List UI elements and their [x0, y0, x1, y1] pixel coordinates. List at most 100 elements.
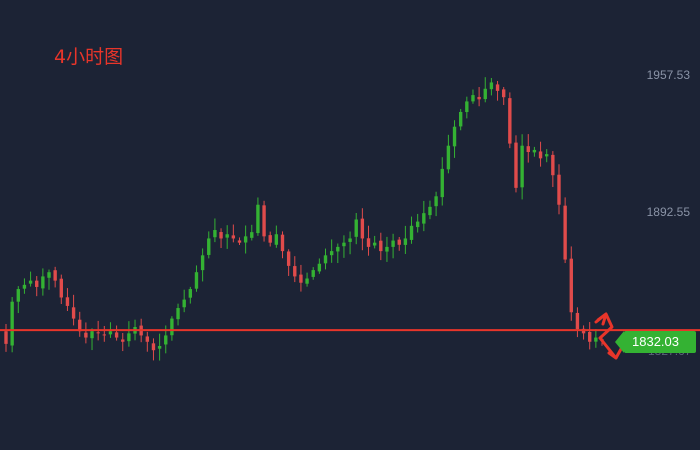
candle-body [502, 89, 506, 98]
candle-body [360, 218, 365, 239]
candle-body [53, 270, 57, 281]
candle-body [415, 221, 420, 228]
candle-body [170, 318, 174, 336]
candle-body [84, 332, 88, 338]
candle-body [194, 272, 199, 289]
candle-body [311, 270, 315, 277]
candle-body [594, 337, 598, 342]
candle-body [323, 255, 328, 264]
candle-body [588, 331, 592, 342]
candle-body [157, 345, 162, 349]
candle-body [422, 213, 426, 224]
y-axis-labels: 1957.53 1892.55 [647, 68, 691, 219]
candle-body [336, 246, 340, 252]
candles-group [4, 77, 604, 361]
candle-body [225, 234, 229, 238]
candle-body [520, 145, 524, 188]
candle-body [243, 236, 248, 243]
candle-body [10, 301, 14, 346]
candle-body [440, 168, 444, 198]
candle-body [59, 278, 63, 298]
candle-body [145, 336, 150, 342]
candle-body [78, 319, 82, 332]
candle-body [446, 145, 451, 170]
candle-body [16, 289, 20, 302]
candle-body [526, 146, 530, 153]
candle-body [575, 312, 580, 330]
candle-body [379, 240, 383, 252]
candle-body [280, 234, 285, 252]
candle-body [213, 230, 217, 238]
candle-body [231, 235, 236, 239]
candle-body [65, 297, 70, 306]
candle-body [434, 196, 438, 207]
candle-body [452, 126, 457, 147]
candle-body [121, 339, 125, 342]
candle-body [250, 232, 254, 238]
candle-body [372, 242, 377, 246]
current-price-tag: 1832.03 [615, 331, 696, 353]
candle-body [35, 280, 39, 287]
candle-body [397, 239, 401, 245]
chart-title: 4小时图 [54, 46, 124, 68]
candle-body [317, 263, 322, 272]
candle-body [219, 232, 223, 239]
y-tick-label: 1957.53 [647, 68, 691, 82]
candle-body [90, 331, 94, 339]
candle-body [262, 205, 266, 237]
candle-body [532, 149, 537, 153]
candle-body [96, 332, 100, 334]
candle-body [551, 154, 555, 176]
candle-body [41, 276, 45, 289]
candle-body [569, 258, 573, 313]
candle-body [176, 308, 180, 320]
candle-body [354, 219, 358, 237]
candle-body [409, 225, 414, 240]
candle-body [348, 238, 352, 242]
candle-body [483, 88, 487, 100]
candle-body [458, 111, 463, 127]
candle-body [403, 238, 408, 245]
candle-body [22, 284, 27, 289]
candle-body [4, 331, 8, 344]
candle-body [538, 151, 543, 159]
candle-body [557, 174, 561, 205]
candle-body [182, 299, 186, 308]
candle-body [514, 142, 518, 188]
candle-body [200, 255, 205, 271]
candle-body [127, 333, 131, 342]
candle-body [71, 307, 76, 319]
candle-body [28, 280, 33, 284]
candle-body [102, 334, 106, 336]
candle-body [47, 272, 51, 278]
candle-body [563, 205, 567, 260]
candle-body [385, 246, 389, 252]
candle-body [286, 251, 291, 266]
candle-body [114, 332, 119, 338]
candle-body [268, 235, 272, 243]
candle-body [465, 101, 469, 113]
candle-body [293, 266, 297, 277]
candle-body [188, 289, 193, 298]
candle-body [237, 240, 242, 243]
candle-body [489, 82, 494, 90]
candle-body [391, 240, 395, 247]
candle-body [342, 242, 346, 247]
candle-body [274, 234, 279, 245]
candle-body [329, 251, 334, 256]
candle-body [366, 238, 371, 247]
candle-body [471, 95, 475, 102]
candle-body [256, 204, 260, 234]
candle-body [477, 96, 481, 100]
candle-body [508, 98, 512, 144]
candle-body [164, 335, 168, 345]
candle-body [495, 84, 500, 91]
candle-body [108, 331, 113, 335]
candle-body [207, 238, 211, 255]
candle-body [305, 278, 309, 284]
y-tick-label: 1892.55 [647, 205, 691, 219]
candle-body [428, 206, 432, 216]
candle-body [545, 154, 549, 157]
